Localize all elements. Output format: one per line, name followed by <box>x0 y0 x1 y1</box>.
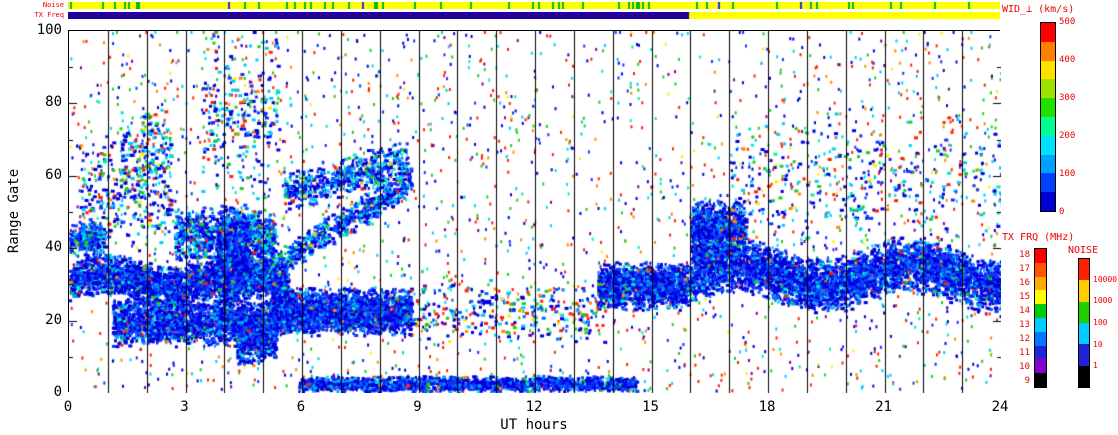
txfreq-strip-label: TX Freq <box>34 11 64 19</box>
colorbar-segment <box>1041 154 1055 174</box>
colorbar-segment <box>1035 276 1046 291</box>
colorbar-segment <box>1079 322 1089 345</box>
x-tick-label: 3 <box>180 399 189 415</box>
range-time-data-canvas <box>69 31 1001 393</box>
colorbar-tick-label: 10000 <box>1093 274 1118 284</box>
colorbar-segment <box>1079 259 1089 281</box>
txfrq-colorbar <box>1034 248 1047 388</box>
txfreq-strip <box>68 12 1000 19</box>
noise-colorbar <box>1078 258 1090 388</box>
colorbar-tick-label: 10 <box>1093 339 1103 349</box>
colorbar-segment <box>1041 135 1055 155</box>
colorbar-tick-label: 1 <box>1093 361 1098 371</box>
colorbar-tick-label: 300 <box>1059 93 1076 103</box>
x-tick-label: 15 <box>642 399 659 415</box>
colorbar-segment <box>1041 98 1055 117</box>
x-tick-label: 24 <box>991 399 1009 415</box>
colorbar-tick-label: 11 <box>1019 348 1030 358</box>
colorbar-segment <box>1041 23 1055 42</box>
colorbar-tick-label: 18 <box>1019 250 1030 260</box>
colorbar-tick-label: 16 <box>1019 278 1030 288</box>
txfrq-colorbar-title: TX FRQ (MHz) <box>1002 232 1075 243</box>
x-tick-label: 21 <box>875 399 892 415</box>
noise-colorbar-title: NOISE <box>1068 245 1099 256</box>
colorbar-segment <box>1035 373 1046 387</box>
x-tick-label: 6 <box>296 399 306 415</box>
colorbar-tick-label: 0 <box>1059 207 1065 217</box>
x-tick-label: 18 <box>758 399 776 415</box>
colorbar-tick-label: 100 <box>1059 169 1076 179</box>
colorbar-tick-label: 100 <box>1093 318 1108 327</box>
colorbar-tick-label: 13 <box>1019 320 1030 330</box>
colorbar-segment <box>1035 317 1046 332</box>
colorbar-tick-label: 14 <box>1019 306 1030 316</box>
colorbar-tick-label: 9 <box>1024 376 1030 386</box>
y-tick-label: 100 <box>36 22 62 38</box>
colorbar-segment <box>1041 173 1055 193</box>
y-tick-label: 40 <box>45 239 62 256</box>
colorbar-segment <box>1035 345 1046 360</box>
y-tick-label: 20 <box>45 311 62 328</box>
x-tick-label: 0 <box>63 399 73 415</box>
colorbar-tick-label: 200 <box>1059 131 1076 141</box>
wid-colorbar <box>1040 22 1056 212</box>
colorbar-segment <box>1041 41 1055 61</box>
colorbar-tick-label: 1000 <box>1093 296 1113 306</box>
colorbar-segment <box>1035 359 1046 374</box>
x-tick-label: 12 <box>525 399 543 415</box>
colorbar-tick-label: 12 <box>1019 334 1030 344</box>
colorbar-tick-label: 15 <box>1019 292 1030 302</box>
colorbar-segment <box>1041 79 1055 99</box>
colorbar-segment <box>1079 365 1089 387</box>
colorbar-tick-label: 500 <box>1059 17 1076 27</box>
colorbar-segment <box>1041 192 1055 211</box>
colorbar-segment <box>1035 262 1046 277</box>
noise-strip-label: Noise <box>42 1 64 9</box>
colorbar-tick-label: 17 <box>1019 264 1030 274</box>
noise-strip <box>68 2 1000 9</box>
colorbar-segment <box>1041 116 1055 136</box>
colorbar-segment <box>1041 60 1055 80</box>
y-tick-label: 0 <box>53 384 62 400</box>
colorbar-segment <box>1035 331 1046 346</box>
colorbar-tick-label: 400 <box>1059 55 1076 65</box>
colorbar-segment <box>1035 304 1046 318</box>
plot-area <box>68 30 1001 393</box>
colorbar-segment <box>1035 290 1046 305</box>
y-tick-label: 60 <box>45 166 62 183</box>
y-tick-label: 80 <box>45 94 62 111</box>
colorbar-tick-label: 10 <box>1019 362 1030 372</box>
colorbar-segment <box>1035 249 1046 263</box>
colorbar-segment <box>1079 344 1089 366</box>
wid-colorbar-title: WID_⊥ (km/s) <box>1002 4 1075 15</box>
x-tick-label: 9 <box>413 399 422 415</box>
colorbar-segment <box>1079 301 1089 323</box>
x-axis-title: UT hours <box>500 417 568 433</box>
colorbar-segment <box>1079 280 1089 302</box>
